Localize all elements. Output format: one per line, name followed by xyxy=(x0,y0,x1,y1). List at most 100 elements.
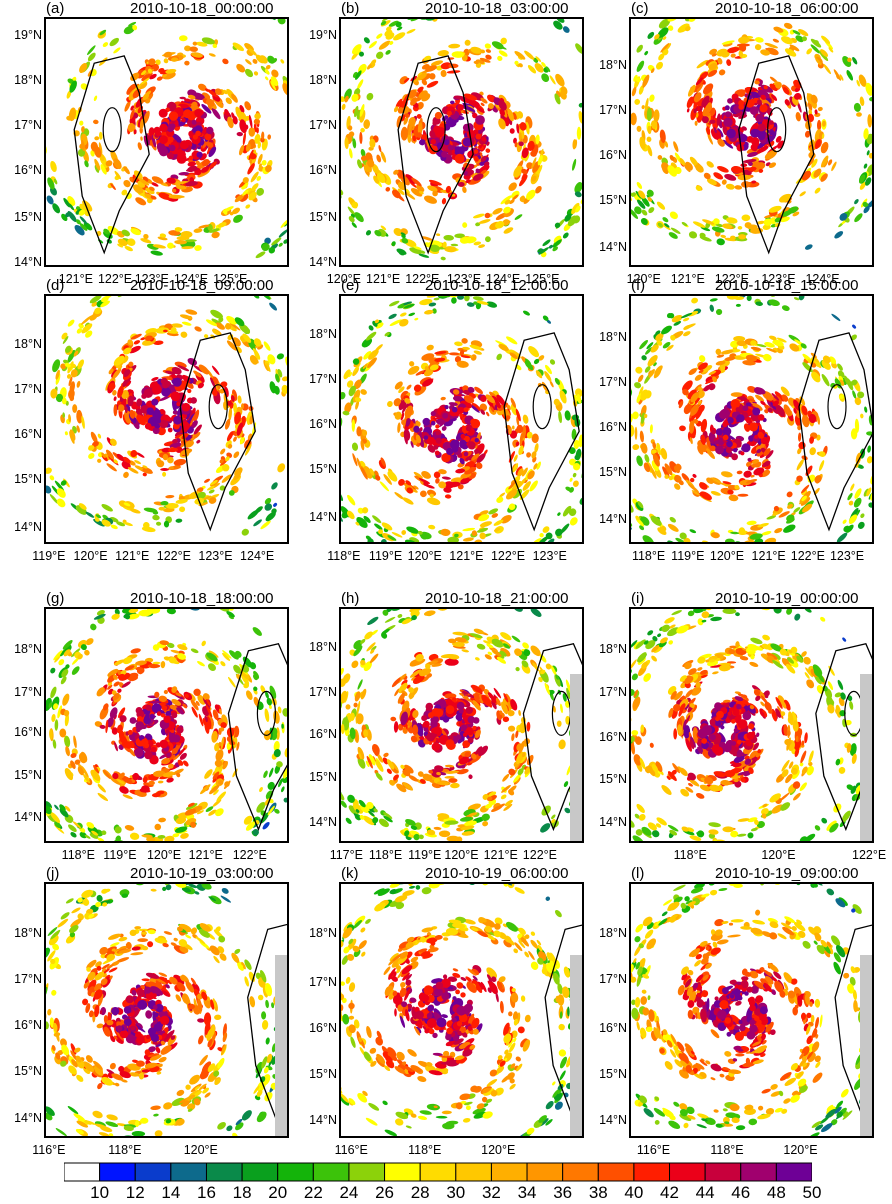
echo-cell xyxy=(106,716,114,728)
echo-cell xyxy=(134,465,145,471)
echo-cell xyxy=(534,62,544,73)
echo-cell xyxy=(277,368,283,378)
echo-cell xyxy=(484,43,492,49)
echo-cell xyxy=(240,403,245,410)
echo-cell xyxy=(537,154,543,166)
echo-cell xyxy=(721,179,727,185)
echo-cell xyxy=(224,108,230,117)
map-panel xyxy=(339,17,584,267)
echo-cell xyxy=(455,468,466,474)
echo-cell xyxy=(669,211,678,220)
echo-cell xyxy=(127,238,136,246)
echo-cell xyxy=(234,411,242,425)
echo-cell xyxy=(447,481,461,488)
echo-cell xyxy=(165,494,175,499)
echo-cell xyxy=(416,132,423,138)
x-tick-label: 119°E xyxy=(32,549,66,563)
echo-cell xyxy=(372,163,379,174)
echo-cell xyxy=(154,823,162,831)
echo-cell xyxy=(93,119,99,125)
echo-cell xyxy=(223,780,231,790)
echo-cell xyxy=(681,222,688,227)
echo-cell xyxy=(281,786,285,793)
echo-cell xyxy=(217,384,221,389)
echo-cell xyxy=(194,245,202,251)
x-tick-label: 119°E xyxy=(368,549,403,563)
echo-cell xyxy=(761,531,772,536)
echo-cell xyxy=(403,116,409,125)
eyewall-cell xyxy=(168,733,178,743)
echo-cell xyxy=(741,214,751,222)
echo-cell xyxy=(347,206,357,217)
echo-cell xyxy=(450,243,459,247)
echo-cell xyxy=(228,407,232,421)
echo-cell xyxy=(55,393,64,403)
echo-cell xyxy=(366,64,372,70)
echo-cell xyxy=(513,165,523,178)
eyewall-cell xyxy=(726,128,736,139)
y-tick-label: 18°N xyxy=(14,337,42,351)
echo-cell xyxy=(198,364,210,375)
echo-cell xyxy=(410,188,423,197)
echo-cell xyxy=(137,416,142,424)
echo-cell xyxy=(101,504,113,512)
eyewall-cell xyxy=(194,108,203,118)
echo-cell xyxy=(117,296,123,298)
echo-cell xyxy=(280,59,285,64)
echo-cell xyxy=(109,517,119,523)
echo-cell xyxy=(113,674,118,680)
echo-cell xyxy=(151,176,164,184)
echo-cell xyxy=(699,236,712,242)
echo-cell xyxy=(264,497,272,505)
echo-cell xyxy=(751,296,765,297)
echo-cell xyxy=(85,330,93,338)
echo-cell xyxy=(411,74,424,83)
echo-cell xyxy=(778,511,790,518)
echo-cell xyxy=(219,727,225,732)
echo-cell xyxy=(153,340,164,346)
eyewall-cell xyxy=(725,111,732,118)
echo-cell xyxy=(228,490,235,496)
echo-cell xyxy=(113,659,125,666)
echo-cell xyxy=(553,20,563,30)
echo-cell xyxy=(406,526,419,534)
echo-cell xyxy=(130,228,141,236)
echo-cell xyxy=(444,494,452,499)
echo-cell xyxy=(756,220,765,225)
echo-cell xyxy=(702,219,715,225)
echo-cell xyxy=(76,380,81,388)
echo-cell xyxy=(62,412,66,418)
echo-cell xyxy=(738,36,750,44)
eyewall-cell xyxy=(715,445,724,455)
echo-cell xyxy=(690,477,695,483)
echo-cell xyxy=(753,467,765,476)
eyewall-cell xyxy=(746,136,754,143)
echo-cell xyxy=(122,656,133,665)
echo-cell xyxy=(578,102,582,108)
echo-cell xyxy=(215,88,222,96)
echo-cell xyxy=(277,463,286,473)
echo-cell xyxy=(552,246,558,252)
echo-cell xyxy=(187,802,195,807)
echo-cell xyxy=(467,386,475,393)
echo-cell xyxy=(166,609,176,615)
echo-cell xyxy=(578,434,582,448)
echo-cell xyxy=(859,174,866,184)
echo-cell xyxy=(103,228,110,235)
echo-cell xyxy=(650,120,658,129)
echo-cell xyxy=(206,652,218,662)
eyewall-cell xyxy=(750,143,758,151)
echo-cell xyxy=(170,133,182,144)
echo-cell xyxy=(448,352,460,356)
echo-cell xyxy=(167,771,173,776)
echo-cell xyxy=(679,158,686,166)
echo-cell xyxy=(284,747,287,758)
echo-cell xyxy=(632,411,639,420)
echo-cell xyxy=(61,397,67,405)
y-tick-label: 15°N xyxy=(599,464,627,479)
echo-cell xyxy=(650,466,657,479)
echo-cell xyxy=(98,142,103,155)
echo-cell xyxy=(429,364,439,371)
echo-cell xyxy=(673,141,679,152)
eyewall-cell xyxy=(145,704,152,711)
